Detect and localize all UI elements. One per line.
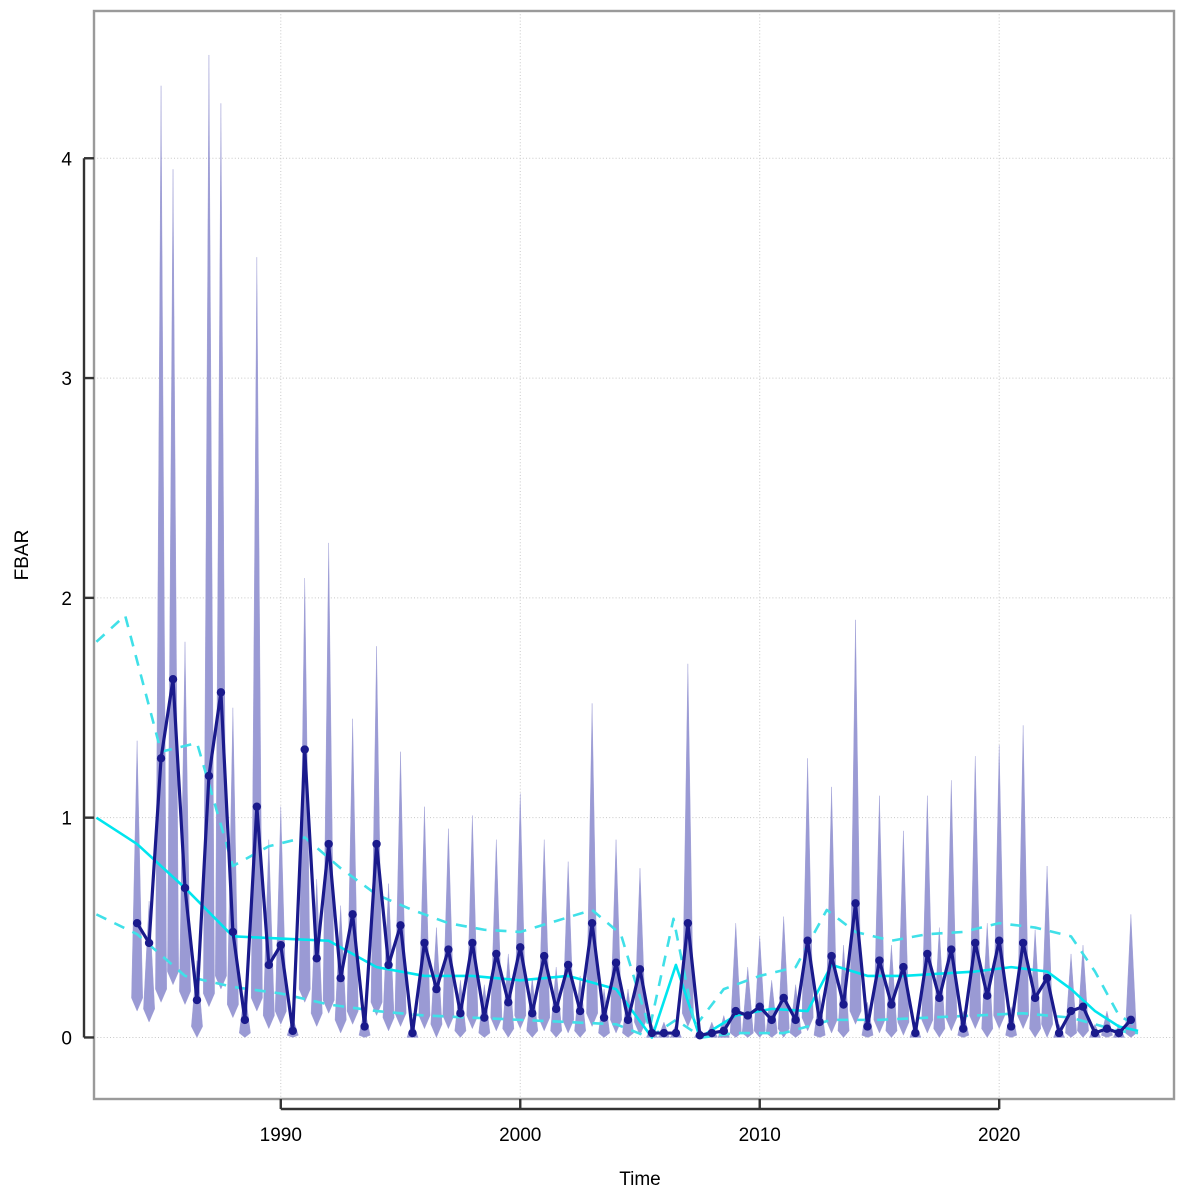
plot-box-border xyxy=(92,9,1176,1101)
y-tick-label: 4 xyxy=(61,149,72,170)
axes: 0 1 2 3 4 1990 2000 2010 2020 xyxy=(61,149,1020,1146)
x-axis-title: Time xyxy=(619,1169,661,1190)
y-tick-label: 1 xyxy=(61,809,72,830)
y-tick-label: 3 xyxy=(61,369,72,390)
median-series-line xyxy=(135,677,1133,1037)
median-series-points xyxy=(132,674,1136,1040)
gridlines xyxy=(94,11,1174,1099)
y-tick-label: 0 xyxy=(61,1028,72,1049)
y-tick-label: 2 xyxy=(61,589,72,610)
x-tick-label: 2000 xyxy=(499,1125,541,1146)
x-tick-label: 2010 xyxy=(739,1125,781,1146)
x-tick-label: 1990 xyxy=(260,1125,302,1146)
x-tick-label: 2020 xyxy=(978,1125,1020,1146)
y-axis-title: FBAR xyxy=(12,530,33,581)
